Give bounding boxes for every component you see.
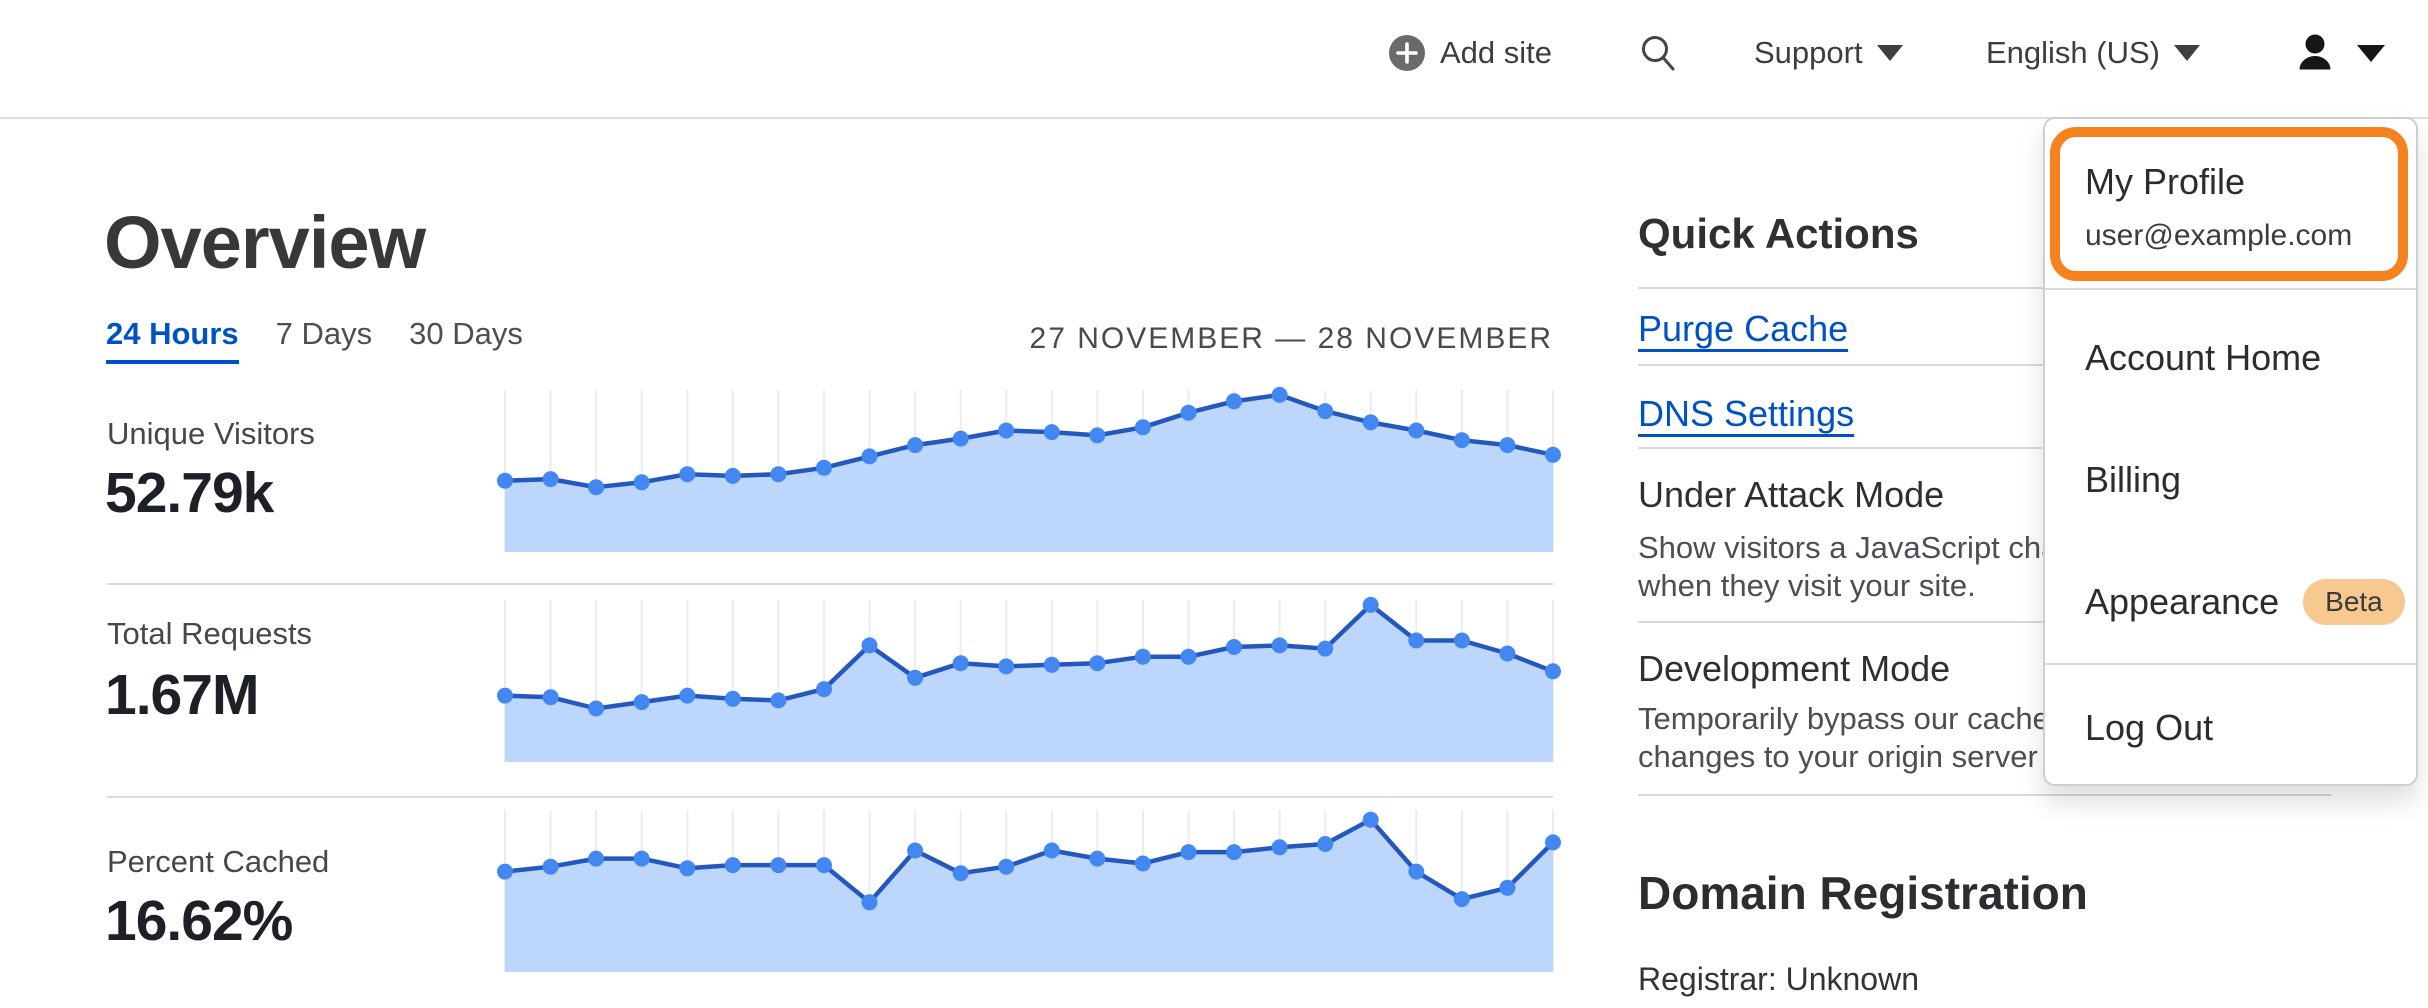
dns-settings-link[interactable]: DNS Settings [1638,393,1855,434]
user-icon [2293,31,2337,75]
divider [1638,447,2331,449]
search-button[interactable] [1637,0,1679,106]
total-requests-chart [497,596,1561,762]
beta-badge: Beta [2303,579,2405,625]
metric-value-unique-visitors: 52.79k [105,461,274,525]
development-mode-desc-line1: Temporarily bypass our cache. See [1638,701,2123,736]
menu-item-my-profile[interactable]: My Profile [2085,161,2246,202]
caret-down-icon [1876,45,1903,61]
page-title: Overview [104,201,426,284]
add-site-button[interactable]: Add site [1388,0,1552,106]
divider [1638,364,2331,366]
profile-email: user@example.com [2085,219,2353,252]
caret-down-icon [2357,44,2385,62]
menu-item-label: Account Home [2085,337,2322,378]
divider [1638,287,2331,289]
divider [2045,663,2416,665]
language-label: English (US) [1986,35,2160,70]
tab-24-hours[interactable]: 24 Hours [106,316,239,364]
tab-30-days[interactable]: 30 Days [409,316,523,351]
divider [1638,794,2331,796]
metric-label-unique-visitors: Unique Visitors [107,416,315,451]
metric-value-total-requests: 1.67M [105,663,259,727]
divider [1638,621,2331,623]
quick-actions-title: Quick Actions [1638,210,1919,257]
purge-cache-link[interactable]: Purge Cache [1638,308,1849,349]
unique-visitors-chart [497,386,1561,552]
menu-item-log-out[interactable]: Log Out [2085,707,2213,749]
menu-item-label: Log Out [2085,707,2214,748]
account-menu-button[interactable] [2293,0,2385,106]
date-range-label: 27 NOVEMBER — 28 NOVEMBER [1029,322,1553,355]
domain-registration-title: Domain Registration [1638,867,2088,919]
metric-label-total-requests: Total Requests [107,616,313,651]
metric-value-percent-cached: 16.62% [105,889,293,953]
divider [107,583,1553,585]
divider [107,796,1553,798]
menu-item-account-home[interactable]: Account Home [2085,337,2321,379]
percent-cached-chart [497,810,1561,972]
development-mode-title: Development Mode [1638,648,1951,689]
language-menu[interactable]: English (US) [1986,0,2200,106]
account-dropdown-menu: My Profile user@example.com Account Home… [2043,117,2418,786]
metric-label-percent-cached: Percent Cached [107,844,330,879]
divider [2045,288,2416,290]
menu-item-label: Appearance [2085,581,2280,622]
menu-item-appearance[interactable]: Appearance Beta [2085,579,2405,625]
time-range-tabs: 24 Hours 7 Days 30 Days [106,316,523,364]
menu-item-label: Billing [2085,459,2182,500]
registrar-label: Registrar: Unknown [1638,961,1919,997]
top-nav-bar: Add site Support English (US) [0,0,2428,119]
profile-highlight-annotation [2050,127,2408,281]
search-icon [1637,32,1679,74]
add-site-label: Add site [1440,35,1553,70]
under-attack-mode-title: Under Attack Mode [1638,474,1945,515]
caret-down-icon [2174,45,2200,61]
plus-circle-icon [1388,34,1426,72]
support-menu[interactable]: Support [1754,0,1903,106]
support-label: Support [1754,35,1863,70]
tab-7-days[interactable]: 7 Days [275,316,373,351]
under-attack-mode-desc-line2: when they visit your site. [1638,568,1976,603]
menu-item-billing[interactable]: Billing [2085,459,2181,501]
